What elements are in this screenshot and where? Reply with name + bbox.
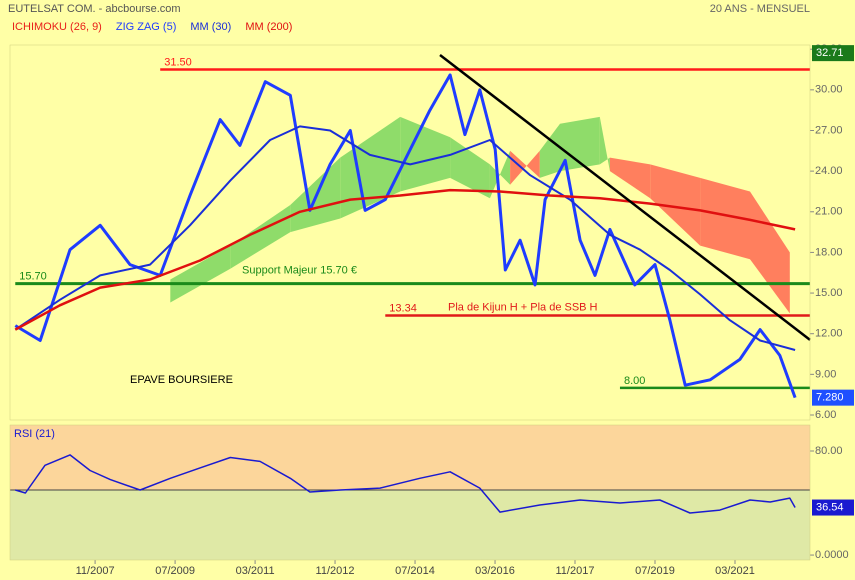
ichimoku-cloud	[609, 157, 651, 199]
series-line	[14, 125, 796, 351]
legend-entry: ZIG ZAG (5)	[116, 21, 177, 33]
level-label: 13.34	[389, 302, 417, 314]
annotation: EPAVE BOURSIERE	[130, 374, 233, 386]
price-box	[812, 45, 854, 62]
chart-subtitle: 20 ANS - MENSUEL	[710, 3, 810, 15]
legend-entry: MM (30)	[190, 21, 231, 33]
ichimoku-cloud	[650, 164, 701, 246]
price-label: 36.54	[816, 501, 844, 513]
x-tick-label: 03/2011	[236, 565, 275, 577]
ichimoku-cloud	[510, 150, 540, 185]
ichimoku-cloud	[560, 116, 600, 172]
ichimoku-cloud	[700, 177, 750, 260]
ichimoku-cloud	[599, 116, 610, 172]
y-tick-label: 6.00	[815, 409, 836, 421]
y-tick-label: 15.00	[815, 287, 843, 299]
x-tick-label: 03/2021	[715, 565, 755, 577]
y-tick-label: 9.00	[815, 368, 836, 380]
price-label: 32.71	[816, 47, 844, 59]
x-tick-label: 11/2012	[316, 565, 355, 577]
trend-line	[439, 54, 811, 341]
legend-entry: MM (200)	[245, 21, 292, 33]
y-tick-label: 30.00	[815, 84, 843, 96]
series-line	[14, 73, 797, 399]
chart-title: EUTELSAT COM. - abcbourse.com	[8, 3, 181, 15]
x-tick-label: 03/2016	[475, 565, 515, 577]
ichimoku-cloud	[400, 116, 451, 192]
price-box	[812, 389, 854, 406]
level-label: 8.00	[624, 375, 645, 387]
panel-title: RSI (21)	[14, 428, 55, 440]
x-tick-label: 11/2007	[76, 565, 115, 577]
x-tick-label: 07/2014	[395, 565, 435, 577]
y-tick-label: 18.00	[815, 246, 843, 258]
level-text: Support Majeur 15.70 €	[242, 264, 357, 276]
zone-lower	[10, 490, 810, 560]
price-label: 7.280	[816, 392, 844, 404]
ichimoku-cloud	[230, 205, 291, 269]
y-tick-label: 27.00	[815, 124, 843, 136]
ichimoku-cloud	[170, 245, 231, 303]
series-line	[14, 188, 796, 331]
y-tick-label: 24.00	[815, 165, 843, 177]
ichimoku-cloud	[340, 116, 401, 219]
y-tick-label: 12.00	[815, 328, 843, 340]
level-label: 31.50	[164, 56, 192, 68]
series-line	[15, 454, 796, 514]
y-tick-label: 80.00	[815, 445, 843, 457]
legend-entry: ICHIMOKU (26, 9)	[12, 21, 102, 33]
ichimoku-cloud	[539, 123, 560, 178]
y-tick-label: 0.0000	[815, 549, 849, 561]
panel-frame	[9, 44, 811, 421]
x-tick-label: 07/2009	[155, 565, 195, 577]
y-tick-label: 21.00	[815, 206, 843, 218]
ichimoku-cloud	[450, 137, 490, 199]
price-box	[812, 499, 854, 516]
level-text: Pla de Kijun H + Pla de SSB H	[448, 301, 598, 313]
level-label: 15.70	[19, 270, 47, 282]
zone-upper	[10, 425, 810, 491]
x-tick-label: 07/2019	[635, 565, 675, 577]
panel-frame	[9, 424, 811, 561]
ichimoku-cloud	[489, 150, 511, 199]
x-tick-label: 11/2017	[556, 565, 595, 577]
